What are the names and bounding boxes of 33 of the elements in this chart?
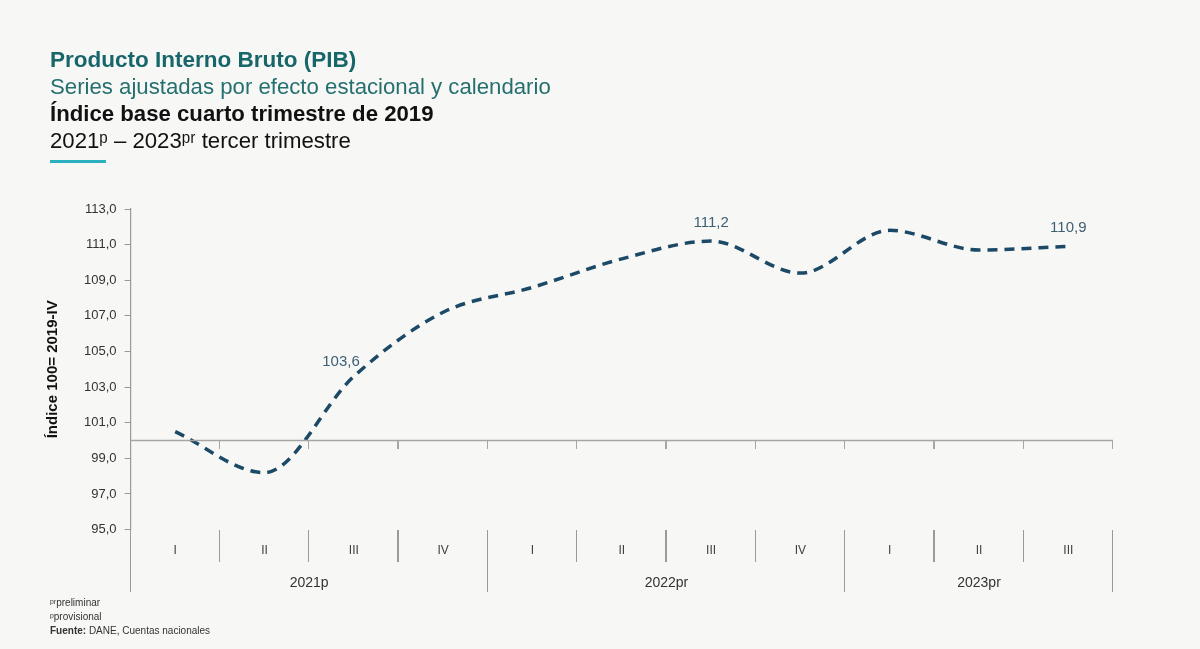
x-tick-label: II bbox=[618, 543, 626, 558]
text: 2021p bbox=[289, 574, 329, 591]
data-label: 111,2 bbox=[693, 213, 729, 231]
data-label: 110,9 bbox=[1050, 218, 1087, 236]
text: 2023pr bbox=[957, 574, 1002, 591]
y-tick-label: 109,0 bbox=[83, 271, 117, 287]
y-tick-label: 101,0 bbox=[83, 414, 117, 430]
y-tick-label: 103,0 bbox=[83, 378, 117, 394]
x-tick-label: I bbox=[530, 543, 535, 558]
text: ᵖʳpreliminar bbox=[50, 597, 101, 608]
x-tick-label: IV bbox=[794, 543, 807, 558]
data-label: 103,6 bbox=[322, 352, 360, 370]
chart-subtitle: Series ajustadas por efecto estacional y calendario Índice base cuarto trimestre de 2019 2021ᵖ – 2023ᵖʳ tercer trimestre bbox=[50, 73, 551, 154]
x-tick-label: IV bbox=[437, 543, 449, 558]
text: 2022pr bbox=[644, 574, 689, 591]
x-tick-label: III bbox=[1063, 543, 1074, 558]
source-note: Fuente: DANE, Cuentas nacionales bbox=[50, 625, 211, 636]
y-tick-label: 105,0 bbox=[83, 343, 117, 359]
text: ᵖprovisional bbox=[50, 611, 102, 622]
y-tick-label: 107,0 bbox=[83, 307, 117, 323]
y-tick-label: 97,0 bbox=[91, 485, 117, 501]
chart-title: Producto Interno Bruto (PIB) bbox=[50, 46, 358, 73]
x-tick-label: I bbox=[888, 543, 892, 558]
y-tick-label: 99,0 bbox=[91, 449, 117, 465]
y-tick-label: 111,0 bbox=[85, 236, 117, 252]
x-tick-label: III bbox=[348, 543, 359, 558]
y-tick-label: 95,0 bbox=[91, 521, 117, 537]
y-axis-title: Índice 100= 2019-IV bbox=[43, 300, 61, 439]
x-tick-label: II bbox=[261, 543, 268, 558]
x-tick-label: II bbox=[975, 543, 983, 558]
x-tick-label: III bbox=[706, 543, 717, 558]
x-tick-label: I bbox=[173, 543, 177, 558]
y-tick-label: 113,0 bbox=[84, 200, 117, 216]
